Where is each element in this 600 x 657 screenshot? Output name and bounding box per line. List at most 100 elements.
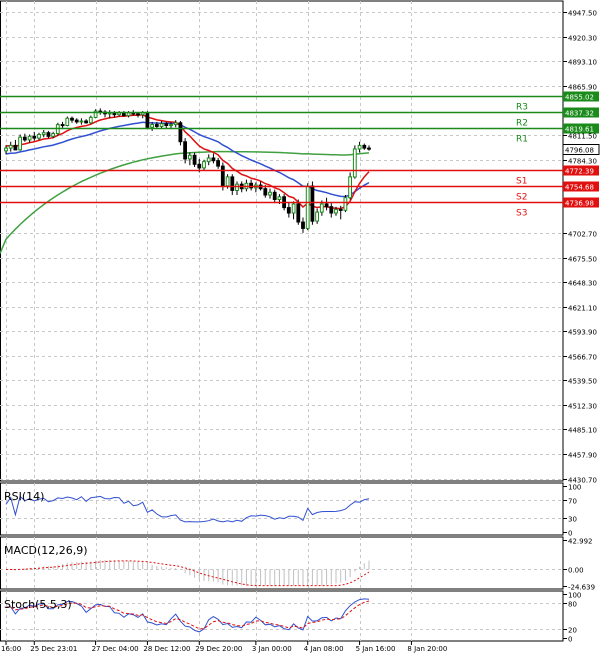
level-s3-price: 4736.98: [565, 200, 594, 208]
candle-up: [169, 124, 173, 127]
level-r3-label: R3: [516, 103, 528, 113]
price-tick-label: 4566.70: [568, 354, 597, 362]
candle-up: [126, 112, 131, 117]
candle-up: [291, 203, 296, 214]
candle-down: [22, 136, 27, 141]
candle-down: [192, 154, 197, 165]
level-s2-price: 4754.68: [565, 184, 594, 192]
sub-tick-label: 0: [568, 636, 572, 644]
candle-down: [249, 182, 253, 189]
candle-down: [367, 147, 371, 150]
candle-up: [27, 135, 32, 141]
level-s3-price-box: [563, 197, 599, 208]
candle-down: [32, 135, 37, 139]
candle-up: [319, 203, 324, 213]
level-r2-price-box: [563, 107, 599, 118]
candle-up: [277, 196, 282, 201]
candle-down: [296, 203, 301, 223]
time-tick-label: 5 Jan 16:00: [356, 645, 396, 653]
candle-up: [159, 123, 164, 127]
candle-up: [315, 211, 320, 222]
current-price-box: [562, 144, 600, 155]
sub-tick-label: 80: [568, 601, 577, 609]
price-tick-label: 4811.50: [568, 133, 597, 141]
candle-down: [272, 191, 277, 201]
price-tick-label: 4648.30: [568, 280, 597, 288]
price-tick-label: 4702.70: [568, 231, 597, 239]
level-s1-price: 4772.39: [565, 168, 594, 176]
sub-tick-label: 100: [568, 484, 581, 492]
stoch-signal-line: [5, 600, 370, 630]
price-tick-label: 4485.10: [568, 427, 597, 435]
candle-up: [173, 122, 178, 126]
price-tick-label: 4512.30: [568, 403, 597, 411]
macd-signal-line: [6, 560, 370, 587]
price-tick-label: 4784.30: [568, 158, 597, 166]
time-tick-label: 28 Dec 12:00: [143, 645, 190, 653]
level-r1-price-box: [563, 123, 599, 134]
stoch-panel-frame: [0, 590, 564, 642]
candle-down: [121, 112, 126, 117]
level-r2-price: 4837.32: [565, 110, 594, 118]
candle-up: [4, 147, 8, 152]
candle-down: [197, 163, 202, 169]
main-frame: [0, 0, 564, 482]
candle-up: [206, 157, 211, 163]
time-tick-label: 25 Dec 23:01: [30, 645, 77, 653]
rsi-line: [5, 495, 370, 523]
price-tick-label: 4947.50: [568, 10, 597, 18]
candle-down: [46, 132, 51, 137]
candle-down: [145, 112, 150, 128]
candle-up: [150, 124, 154, 128]
candle-up: [51, 133, 56, 137]
sub-tick-label: 0: [568, 530, 572, 538]
candle-down: [84, 120, 88, 124]
level-s1-price-box: [563, 165, 599, 176]
candle-down: [301, 221, 305, 229]
stoch-main-line: [5, 598, 370, 633]
time-tick-label: 8 Jan 20:00: [407, 645, 447, 653]
candle-up: [187, 154, 192, 160]
level-r3-price-box: [563, 91, 599, 102]
candle-down: [310, 185, 315, 222]
candle-up: [225, 176, 230, 187]
candle-up: [18, 136, 23, 151]
candle-down: [13, 144, 18, 151]
candle-up: [202, 161, 206, 169]
sub-tick-label: -24.639: [568, 584, 595, 592]
candle-up: [352, 148, 357, 178]
price-tick-label: 4593.90: [568, 329, 597, 337]
sub-tick-label: 30: [568, 516, 577, 524]
candle-down: [286, 207, 291, 214]
candle-down: [183, 141, 187, 160]
candle-down: [211, 157, 216, 162]
candle-down: [220, 165, 225, 187]
candle-down: [70, 117, 74, 121]
candle-up: [79, 120, 84, 123]
ema-slow-extension: [0, 238, 7, 254]
main-panel: 4947.50 4920.30 4893.10 4865.90 4811.50 4784.…: [0, 0, 600, 485]
level-s1-label: S1: [516, 177, 527, 187]
candle-up: [334, 208, 338, 214]
rsi-panel-title: RSI(14): [4, 490, 44, 503]
level-r3-price: 4855.02: [565, 94, 594, 102]
time-axis: 16:00 25 Dec 23:01 27 Dec 04:00 28 Dec 12:0…: [1, 641, 447, 653]
price-tick-label: 4539.50: [568, 378, 597, 386]
level-s2-label: S2: [516, 193, 527, 203]
time-tick-label: 16:00: [1, 645, 21, 653]
price-tick-label: 4893.10: [568, 59, 597, 67]
level-s3-label: S3: [516, 209, 527, 219]
price-tick-label: 4920.30: [568, 35, 597, 43]
candle-up: [37, 134, 41, 139]
price-tick-label: 4430.70: [568, 477, 597, 485]
candle-up: [305, 185, 310, 229]
candle-down: [230, 176, 235, 191]
sub-tick-label: 0.00: [568, 567, 584, 575]
current-price-label: 4796.08: [565, 147, 594, 155]
candle-down: [178, 122, 183, 143]
price-tick-label: 4865.90: [568, 84, 597, 92]
candle-down: [60, 124, 65, 127]
candle-down: [136, 113, 140, 116]
